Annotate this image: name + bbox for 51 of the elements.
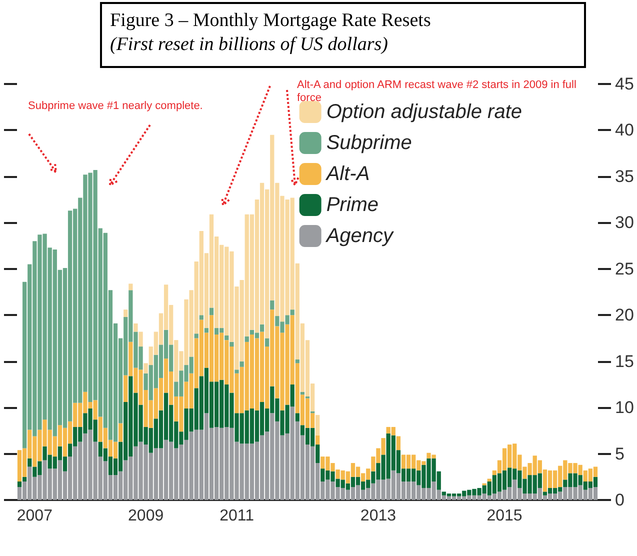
y-tick-label: 25 (615, 259, 634, 278)
legend-label: Agency (325, 225, 394, 247)
x-tick-label: 2013 (360, 508, 396, 524)
bar (316, 414, 320, 436)
bar (199, 315, 204, 320)
x-tick-label: 2011 (220, 508, 254, 524)
bar (295, 413, 300, 422)
y-tick-label: 0 (615, 490, 624, 510)
legend-label: Prime (326, 194, 379, 216)
bar (295, 359, 300, 364)
bar (270, 300, 274, 310)
bar (22, 476, 27, 482)
bar (17, 482, 22, 488)
chart-subtitle: (First reset in billions of US dollars) (110, 34, 389, 56)
y-tick-label: 40 (615, 120, 634, 140)
bar (194, 334, 198, 338)
chart-title: Figure 3 – Monthly Mortgage Rate Resets (110, 10, 432, 32)
bar (240, 361, 244, 367)
x-tick-label: 2015 (486, 508, 522, 524)
bar (128, 284, 133, 290)
legend-label: Option adjustable rate (326, 101, 522, 123)
bar (118, 423, 123, 442)
legend-label: Subprime (326, 132, 412, 154)
bar (134, 323, 138, 332)
bar (124, 310, 128, 317)
bar (204, 328, 209, 333)
bar (28, 458, 32, 467)
bar (244, 336, 249, 342)
y-tick-label: 20 (615, 306, 634, 325)
y-tick-label: 30 (615, 213, 634, 232)
bar (487, 478, 492, 482)
bar (230, 342, 234, 347)
bar (260, 324, 264, 332)
y-tick-label: 10 (615, 398, 634, 418)
y-tick-label: 35 (615, 166, 634, 186)
bar (396, 436, 401, 450)
y-tick-label: 15 (615, 352, 634, 371)
bar (209, 308, 214, 316)
bar (290, 310, 294, 316)
bar (234, 370, 239, 374)
x-tick-label: 2009 (128, 508, 164, 524)
annotation: Alt-A and option ARM recast wave #2 starts in 2009 in full force (297, 79, 576, 104)
bar (265, 338, 270, 347)
annotation: Subprime wave #1 nearly complete. (28, 100, 204, 113)
y-tick-label: 45 (615, 74, 634, 94)
bar (316, 435, 320, 445)
bar (224, 335, 229, 340)
bar (138, 332, 143, 347)
legend-label: Alt-A (325, 163, 370, 185)
x-tick-label: 2007 (16, 508, 53, 524)
y-tick-label: 5 (615, 444, 624, 464)
